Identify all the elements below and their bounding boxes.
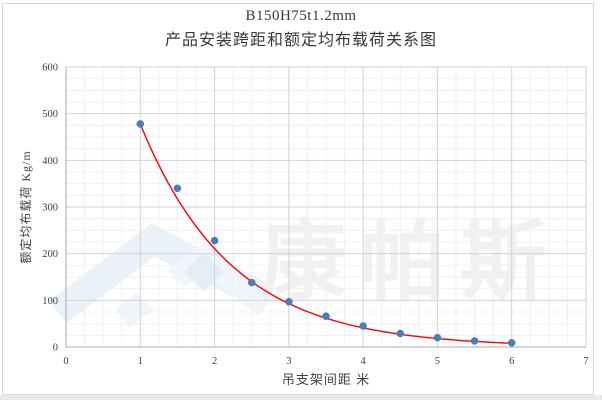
y-tick-label: 400 <box>42 156 58 167</box>
outside-background <box>0 395 602 400</box>
y-tick-label: 600 <box>42 63 58 74</box>
y-tick-label: 300 <box>42 203 58 214</box>
data-point <box>359 322 367 330</box>
x-tick-label: 3 <box>286 356 291 367</box>
data-point <box>285 297 293 306</box>
data-point <box>247 278 256 287</box>
x-tick-label: 5 <box>435 356 440 367</box>
data-point <box>507 339 516 347</box>
data-point <box>470 337 479 345</box>
data-point <box>322 312 330 320</box>
y-tick-label: 500 <box>42 109 58 120</box>
y-tick-label: 200 <box>42 249 58 260</box>
x-tick-label: 1 <box>138 356 143 367</box>
x-tick-label: 4 <box>361 356 367 367</box>
chart-frame <box>2 3 594 395</box>
x-axis-title: 吊支架间距 米 <box>281 372 371 387</box>
data-point <box>396 329 405 338</box>
chart-title-model: B150H75t1.2mm <box>245 8 357 24</box>
x-tick-label: 2 <box>212 356 217 367</box>
x-tick-label: 0 <box>63 356 68 367</box>
chart-title-subtitle: 产品安装跨距和额定均布载荷关系图 <box>164 32 437 49</box>
data-point <box>173 184 182 193</box>
x-tick-label: 6 <box>509 356 514 367</box>
data-point <box>433 333 442 342</box>
data-point <box>210 236 219 245</box>
data-point <box>136 120 145 128</box>
y-tick-label: 100 <box>42 296 58 307</box>
y-tick-label: 0 <box>53 343 58 354</box>
x-tick-label: 7 <box>583 356 588 367</box>
